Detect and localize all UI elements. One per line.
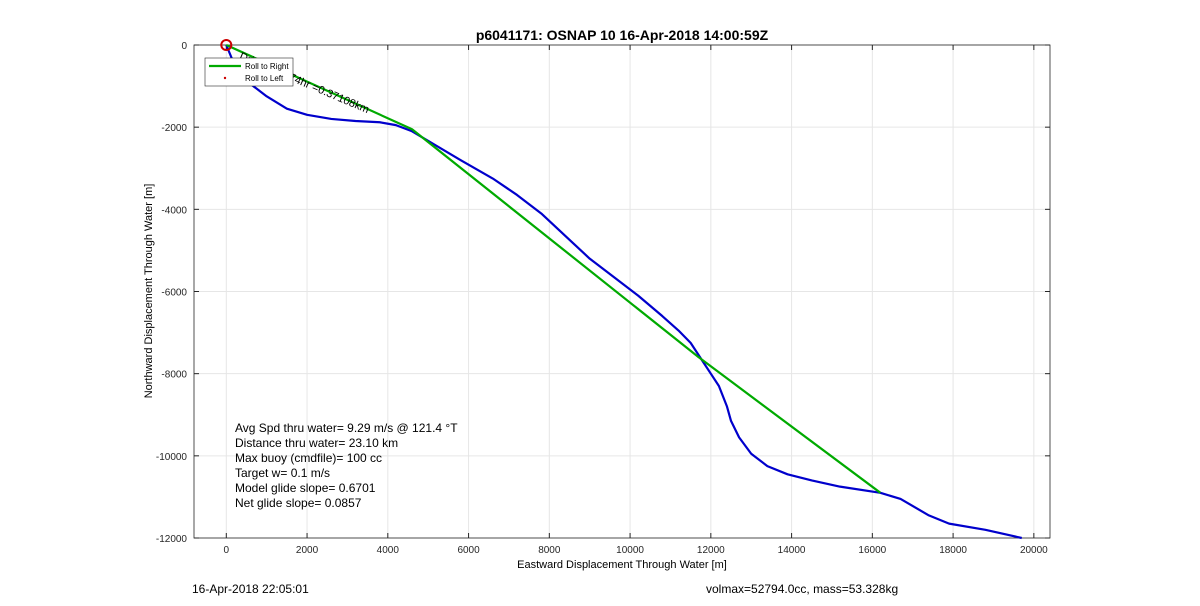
x-tick-label: 18000 (939, 545, 967, 556)
y-tick-label: -8000 (161, 370, 187, 381)
stat-distance: Distance thru water= 23.10 km (235, 436, 398, 450)
stat-model-glide: Model glide slope= 0.6701 (235, 481, 376, 495)
axis-ticks: 0 2000 4000 6000 8000 10000 12000 14000 16000 180… (156, 41, 1050, 556)
stats-block: Avg Spd thru water= 9.29 m/s @ 121.4 °T … (235, 421, 458, 510)
x-tick-label: 20000 (1020, 545, 1048, 556)
legend-swatch-dot (223, 76, 227, 80)
start-marker (220, 39, 233, 51)
y-tick-label: 0 (181, 41, 187, 52)
x-tick-label: 16000 (858, 545, 886, 556)
y-tick-label: -4000 (161, 205, 187, 216)
series-line-glide-path (225, 43, 882, 494)
x-tick-label: 2000 (296, 545, 319, 556)
x-tick-label: 10000 (616, 545, 644, 556)
stat-max-buoy: Max buoy (cmdfile)= 100 cc (235, 451, 382, 465)
x-tick-label: 4000 (377, 545, 400, 556)
x-tick-label: 14000 (778, 545, 806, 556)
y-tick-label: -2000 (161, 123, 187, 134)
stat-net-glide: Net glide slope= 0.0857 (235, 496, 362, 510)
legend: Roll to Right Roll to Left (204, 57, 294, 87)
footer-date: 16-Apr-2018 22:05:01 (192, 582, 309, 596)
footer-volmax-mass: volmax=52794.0cc, mass=53.328kg (706, 582, 899, 596)
x-tick-label: 0 (224, 545, 230, 556)
series-line-trajectory (225, 44, 1022, 540)
legend-box (204, 57, 294, 87)
series-layer (225, 43, 1022, 540)
y-tick-label: -10000 (156, 452, 188, 463)
chart-title: p6041171: OSNAP 10 16-Apr-2018 14:00:59Z (476, 27, 769, 43)
x-tick-label: 8000 (538, 545, 561, 556)
y-tick-label: -12000 (156, 534, 188, 545)
legend-entry-roll-left: Roll to Left (245, 74, 284, 83)
y-tick-label: -6000 (161, 288, 187, 299)
y-axis-label: Northward Displacement Through Water [m] (143, 184, 155, 399)
legend-entry-roll-right: Roll to Right (245, 62, 289, 71)
x-tick-label: 6000 (457, 545, 480, 556)
stat-target-w: Target w= 0.1 m/s (235, 466, 330, 480)
stat-avg-speed: Avg Spd thru water= 9.29 m/s @ 121.4 °T (235, 421, 458, 435)
x-axis-label: Eastward Displacement Through Water [m] (517, 559, 727, 571)
x-tick-label: 12000 (697, 545, 725, 556)
